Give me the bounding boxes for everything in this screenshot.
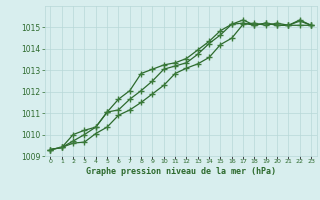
X-axis label: Graphe pression niveau de la mer (hPa): Graphe pression niveau de la mer (hPa) bbox=[86, 167, 276, 176]
